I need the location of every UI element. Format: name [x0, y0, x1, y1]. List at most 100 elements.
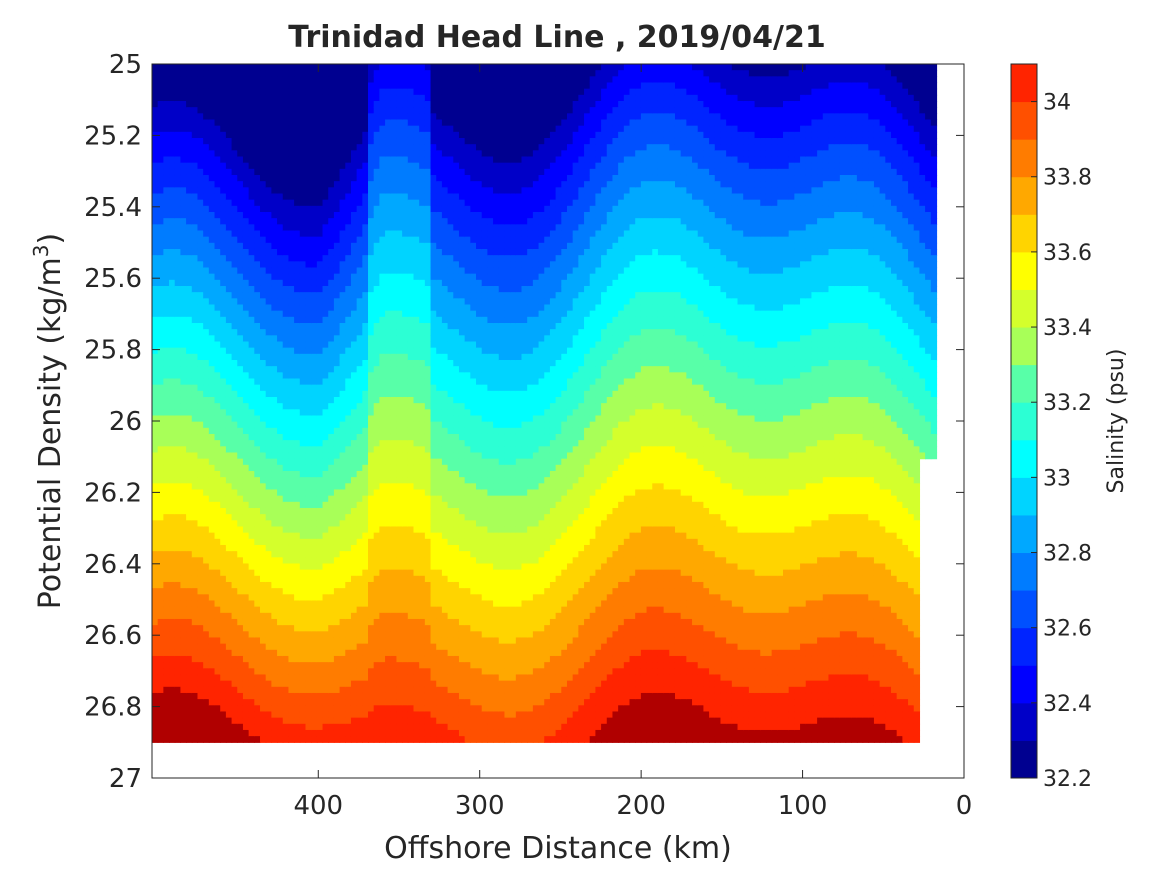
contour-cell: [191, 551, 199, 558]
contour-cell: [402, 581, 409, 589]
contour-cell: [390, 181, 398, 188]
contour-cell: [339, 211, 346, 219]
contour-cell: [362, 489, 369, 497]
contour-cell: [345, 64, 352, 71]
contour-cell: [208, 156, 216, 164]
contour-cell: [174, 279, 182, 287]
contour-cell: [368, 575, 375, 583]
contour-cell: [373, 230, 380, 238]
contour-cell: [362, 403, 369, 410]
contour-cell: [231, 514, 238, 521]
contour-cell: [225, 181, 233, 188]
contour-cell: [345, 433, 352, 441]
contour-cell: [402, 452, 409, 460]
contour-cell: [322, 390, 329, 398]
contour-cell: [345, 588, 352, 595]
contour-cell: [282, 150, 290, 158]
contour-cell: [322, 76, 329, 84]
contour-cell: [191, 618, 199, 626]
contour-cell: [191, 686, 199, 694]
contour-cell: [242, 279, 250, 287]
contour-cell: [362, 329, 369, 336]
contour-cell: [350, 433, 358, 441]
contour-cell: [186, 668, 193, 676]
contour-cell: [208, 316, 216, 324]
contour-cell: [362, 606, 369, 614]
contour-cell: [157, 366, 164, 373]
contour-cell: [379, 396, 386, 404]
contour-cell: [356, 588, 363, 595]
contour-cell: [385, 458, 392, 466]
contour-cell: [316, 581, 324, 589]
contour-cell: [225, 267, 233, 275]
contour-cell: [390, 440, 398, 447]
contour-cell: [390, 631, 398, 639]
contour-cell: [277, 335, 284, 343]
contour-cell: [191, 242, 199, 250]
contour-cell: [180, 100, 187, 108]
contour-cell: [237, 285, 244, 293]
contour-cell: [333, 421, 341, 429]
contour-cell: [242, 717, 250, 725]
contour-cell: [322, 162, 329, 170]
contour-cell: [191, 100, 199, 108]
contour-cell: [169, 631, 176, 639]
contour-cell: [254, 557, 261, 565]
contour-cell: [248, 606, 255, 614]
contour-cell: [373, 532, 380, 540]
contour-cell: [345, 643, 352, 651]
contour-cell: [186, 88, 193, 96]
contour-cell: [242, 495, 250, 503]
contour-cell: [356, 680, 363, 688]
contour-cell: [214, 181, 221, 188]
contour-cell: [385, 347, 392, 355]
contour-cell: [390, 563, 398, 571]
contour-cell: [163, 390, 170, 398]
contour-cell: [311, 187, 318, 195]
contour-cell: [299, 224, 307, 232]
contour-cell: [186, 477, 193, 484]
contour-cell: [174, 335, 182, 343]
contour-cell: [288, 470, 295, 478]
contour-cell: [311, 631, 318, 639]
contour-cell: [231, 477, 238, 484]
contour-cell: [174, 625, 182, 632]
contour-cell: [265, 329, 272, 336]
contour-cell: [350, 569, 358, 577]
contour-cell: [242, 76, 250, 84]
contour-cell: [328, 372, 335, 380]
contour-cell: [163, 273, 170, 281]
contour-cell: [368, 168, 375, 176]
contour-cell: [356, 483, 363, 491]
contour-cell: [254, 390, 261, 398]
contour-cell: [214, 107, 221, 114]
contour-cell: [362, 316, 369, 324]
contour-cell: [368, 686, 375, 694]
contour-cell: [180, 131, 187, 139]
contour-cell: [350, 144, 358, 151]
contour-cell: [180, 107, 187, 114]
contour-cell: [345, 156, 352, 164]
contour-cell: [373, 255, 380, 262]
contour-cell: [260, 390, 267, 398]
contour-cell: [407, 88, 415, 96]
contour-cell: [373, 736, 380, 743]
contour-cell: [305, 532, 312, 540]
contour-cell: [311, 409, 318, 417]
contour-cell: [333, 119, 341, 127]
contour-cell: [197, 372, 204, 380]
contour-cell: [265, 520, 272, 528]
contour-cell: [191, 82, 199, 90]
contour-cell: [373, 637, 380, 645]
contour-cell: [231, 248, 238, 256]
contour-cell: [288, 557, 295, 565]
contour-cell: [197, 606, 204, 614]
contour-cell: [254, 359, 261, 367]
contour-cell: [174, 409, 182, 417]
contour-cell: [157, 205, 164, 213]
contour-cell: [271, 612, 278, 620]
contour-cell: [333, 409, 341, 417]
contour-cell: [299, 606, 307, 614]
contour-cell: [191, 575, 199, 583]
contour-cell: [254, 255, 261, 262]
